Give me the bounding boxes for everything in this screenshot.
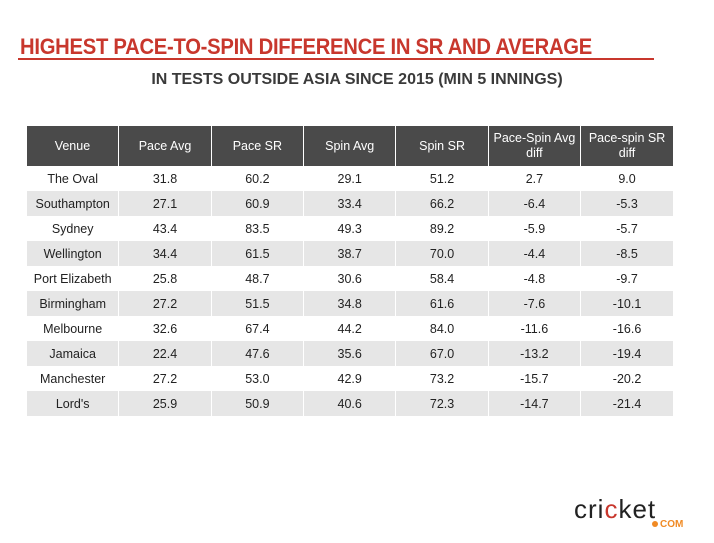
value-cell: 51.5: [210, 291, 304, 316]
value-cell: 47.6: [210, 341, 304, 366]
venue-cell: Melbourne: [25, 316, 119, 341]
venue-cell: Manchester: [25, 366, 119, 391]
value-cell: 35.6: [303, 341, 396, 366]
value-cell: 31.8: [118, 166, 212, 191]
value-cell: 27.1: [118, 191, 212, 216]
value-cell: 9.0: [580, 166, 673, 191]
column-header: Pace-spin SR diff: [580, 126, 673, 166]
value-cell: 34.4: [118, 241, 212, 266]
value-cell: 33.4: [303, 191, 396, 216]
value-cell: 70.0: [395, 241, 489, 266]
value-cell: -16.6: [580, 316, 673, 341]
value-cell: 67.0: [395, 341, 489, 366]
subtitle: IN TESTS OUTSIDE ASIA SINCE 2015 (MIN 5 …: [151, 71, 563, 88]
cricket-com-logo: cricket: [574, 494, 657, 524]
venue-cell: The Oval: [25, 166, 119, 191]
venue-cell: Lord's: [25, 391, 119, 416]
value-cell: -21.4: [580, 391, 673, 416]
table-header-row: Venue Pace Avg Pace SR Spin Avg Spin SR Pace-…: [26, 126, 673, 166]
value-cell: -15.7: [487, 366, 581, 391]
table-row: Lord's 25.9 50.9 40.6 72.3 -14.7 -21.4: [25, 391, 673, 416]
value-cell: -9.7: [580, 266, 673, 291]
value-cell: 49.3: [303, 216, 396, 241]
title-underline: [18, 58, 654, 60]
column-header: Pace-Spin Avg diff: [487, 126, 581, 166]
value-cell: -19.4: [580, 341, 673, 366]
value-cell: 29.1: [303, 166, 396, 191]
value-cell: -5.9: [487, 216, 581, 241]
page-title: HIGHEST PACE-TO-SPIN DIFFERENCE IN SR AN…: [20, 34, 592, 59]
value-cell: -8.5: [580, 241, 673, 266]
column-header: Venue: [26, 126, 119, 166]
venue-cell: Jamaica: [25, 341, 119, 366]
value-cell: -10.1: [580, 291, 673, 316]
value-cell: 34.8: [303, 291, 396, 316]
value-cell: 43.4: [118, 216, 212, 241]
value-cell: 61.6: [395, 291, 489, 316]
table-row: Port Elizabeth 25.8 48.7 30.6 58.4 -4.8 -9.7: [25, 266, 673, 291]
value-cell: 25.8: [118, 266, 212, 291]
venue-cell: Port Elizabeth: [25, 266, 119, 291]
venue-cell: Wellington: [25, 241, 119, 266]
value-cell: 51.2: [395, 166, 489, 191]
value-cell: 53.0: [210, 366, 304, 391]
value-cell: 48.7: [210, 266, 304, 291]
value-cell: -20.2: [580, 366, 673, 391]
venue-cell: Southampton: [25, 191, 119, 216]
table-row: Sydney 43.4 83.5 49.3 89.2 -5.9 -5.7: [25, 216, 673, 241]
value-cell: 44.2: [303, 316, 396, 341]
value-cell: 27.2: [118, 291, 212, 316]
value-cell: 84.0: [395, 316, 489, 341]
value-cell: -5.3: [580, 191, 673, 216]
table-row: Manchester 27.2 53.0 42.9 73.2 -15.7 -20.2: [25, 366, 673, 391]
value-cell: -11.6: [487, 316, 581, 341]
table-row: Southampton 27.1 60.9 33.4 66.2 -6.4 -5.3: [25, 191, 673, 216]
value-cell: 83.5: [210, 216, 304, 241]
column-header: Pace Avg: [118, 126, 212, 166]
value-cell: 38.7: [303, 241, 396, 266]
value-cell: -4.4: [487, 241, 581, 266]
value-cell: 40.6: [303, 391, 396, 416]
value-cell: 58.4: [395, 266, 489, 291]
value-cell: 30.6: [303, 266, 396, 291]
value-cell: 72.3: [395, 391, 489, 416]
value-cell: 89.2: [395, 216, 489, 241]
value-cell: 61.5: [210, 241, 304, 266]
value-cell: -13.2: [487, 341, 581, 366]
value-cell: 27.2: [118, 366, 212, 391]
logo-suffix-text: COM: [660, 519, 684, 530]
column-header: Spin Avg: [303, 126, 396, 166]
table-row: Birmingham 27.2 51.5 34.8 61.6 -7.6 -10.1: [25, 291, 673, 316]
value-cell: -5.7: [580, 216, 673, 241]
value-cell: -7.6: [487, 291, 581, 316]
value-cell: -6.4: [487, 191, 581, 216]
value-cell: 67.4: [210, 316, 304, 341]
logo-suffix: COM: [652, 519, 683, 530]
table-row: Melbourne 32.6 67.4 44.2 84.0 -11.6 -16.6: [25, 316, 673, 341]
value-cell: 22.4: [118, 341, 212, 366]
value-cell: 60.2: [210, 166, 304, 191]
value-cell: 42.9: [303, 366, 396, 391]
stats-table: Venue Pace Avg Pace SR Spin Avg Spin SR Pace-…: [25, 126, 673, 416]
table-row: The Oval 31.8 60.2 29.1 51.2 2.7 9.0: [25, 166, 673, 191]
value-cell: 66.2: [395, 191, 489, 216]
value-cell: 25.9: [118, 391, 212, 416]
table-row: Wellington 34.4 61.5 38.7 70.0 -4.4 -8.5: [25, 241, 673, 266]
value-cell: 32.6: [118, 316, 212, 341]
venue-cell: Sydney: [25, 216, 119, 241]
column-header: Pace SR: [210, 126, 304, 166]
value-cell: -14.7: [487, 391, 581, 416]
value-cell: 50.9: [210, 391, 304, 416]
column-header: Spin SR: [395, 126, 489, 166]
value-cell: 73.2: [395, 366, 489, 391]
table-row: Jamaica 22.4 47.6 35.6 67.0 -13.2 -19.4: [25, 341, 673, 366]
value-cell: -4.8: [487, 266, 581, 291]
value-cell: 60.9: [210, 191, 304, 216]
venue-cell: Birmingham: [25, 291, 119, 316]
value-cell: 2.7: [487, 166, 581, 191]
